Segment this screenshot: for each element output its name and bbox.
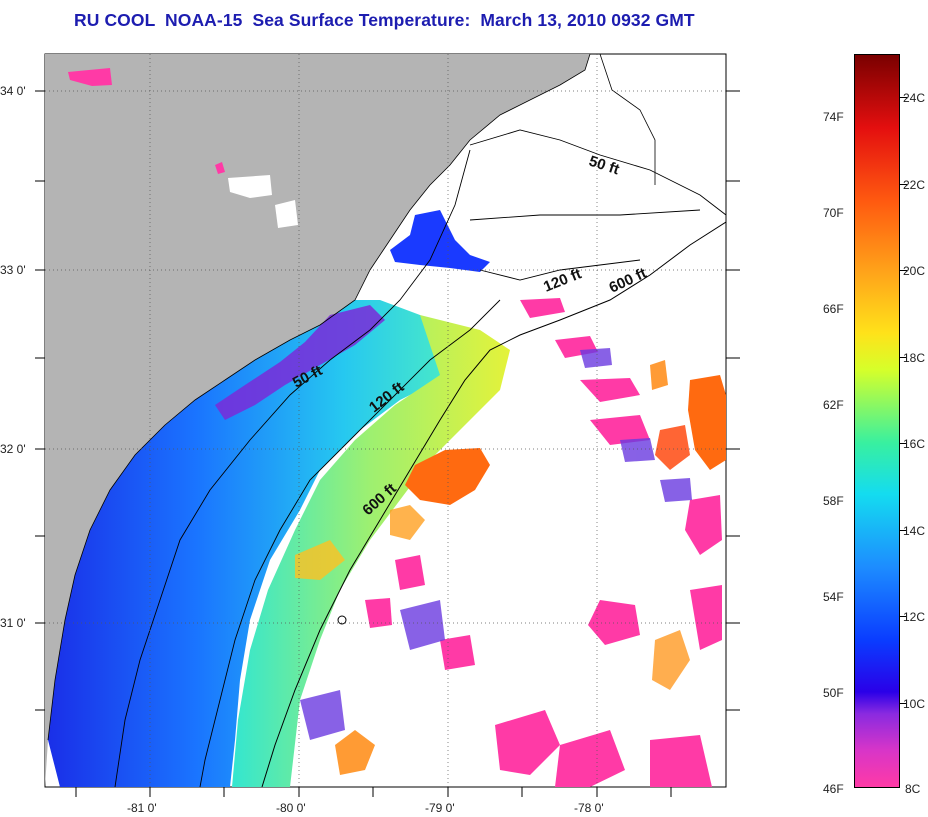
colorbar-f-label: 54F [823,590,844,604]
cloud-blob [275,200,298,228]
map-title: RU COOL NOAA-15 Sea Surface Temperature:… [74,10,695,30]
colorbar-f-label: 62F [823,398,844,412]
colorbar-f-label: 46F [823,782,844,796]
lon-label: -78 0' [574,801,604,815]
warm-spot [390,505,425,540]
colorbar-c-tick [899,184,907,185]
offshore-warm-patch [655,425,690,470]
lon-label: -80 0' [276,801,306,815]
axis-ticks [35,90,740,797]
colorbar-c-label: 20C [903,264,926,278]
offshore-warm-patch [688,375,726,470]
lat-label: 34 0' [0,84,26,98]
colorbar-c-tick [899,530,907,531]
midshelf-water [232,315,510,787]
colorbar-f-label: 74F [823,110,844,124]
colorbar-f-label: 58F [823,494,844,508]
coastline-inner [599,54,656,185]
offshore-warm-patch [650,360,668,390]
graticule [45,54,726,787]
colorbar-c-label: 22C [903,178,926,192]
colorbar-c-label: 24C [903,91,926,105]
colorbar-c-label: 16C [903,437,926,451]
colorbar-c-tick [899,616,907,617]
land-mass [45,54,590,787]
offshore-warm-patch [652,630,690,690]
colorbar-c-tick [899,703,907,704]
colorbar-c-tick [899,443,907,444]
lat-label: 33 0' [0,263,26,277]
colorbar-c-tick [899,357,907,358]
colorbar-c-label: 8C [905,782,921,796]
contour-50ft [114,129,726,787]
bay-cold-patch [390,210,490,272]
lat-label: 32 0' [0,442,26,456]
colorbar-c-label: 12C [903,610,926,624]
cloud-mixed-pixels [300,348,692,740]
lon-label: -79 0' [425,801,455,815]
cloud-blob [228,175,272,198]
colorbar-c-tick [899,97,907,98]
cloud-edge-pixels [68,68,722,787]
colorbar-f-label: 66F [823,302,844,316]
shelf-water [48,300,470,787]
nearshore-cold-band [215,305,385,420]
warm-spot [295,540,345,580]
map-content [45,54,726,787]
colorbar [854,54,900,788]
contour-600ft [261,221,726,787]
colorbar-f-label: 50F [823,686,844,700]
colorbar-c-label: 10C [903,697,926,711]
contour-120ft [199,209,701,787]
colorbar-c-label: 18C [903,351,926,365]
coastline [47,54,591,741]
station-marker [337,615,347,625]
colorbar-f-label: 70F [823,206,844,220]
warm-spot [335,730,375,775]
lon-label: -81 0' [127,801,157,815]
lat-label: 31 0' [0,616,26,630]
colorbar-c-label: 14C [903,524,926,538]
colorbar-c-tick [899,270,907,271]
warm-gulfstream-patch [405,448,490,505]
